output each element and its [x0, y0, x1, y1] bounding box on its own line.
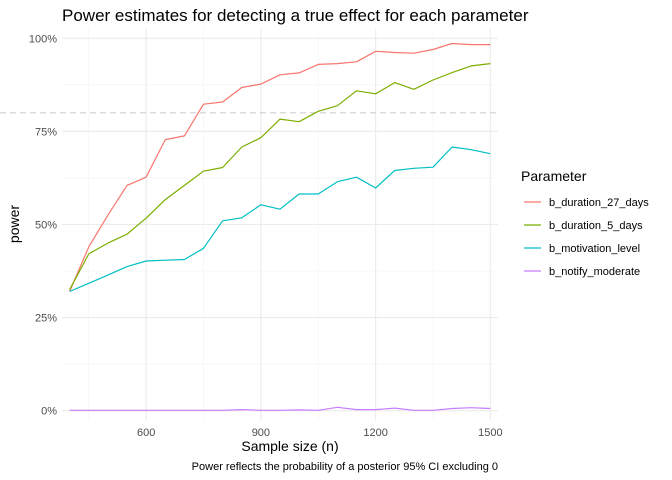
y-axis-ticks: 0% 25% 50% 75% 100%	[29, 33, 57, 417]
series-lines	[69, 42, 491, 411]
series-line-b_duration_27_days	[69, 42, 491, 292]
x-axis-title: Sample size (n)	[241, 438, 338, 454]
series-line-b_duration_5_days	[69, 63, 491, 290]
legend-title: Parameter	[521, 168, 587, 184]
x-tick-label: 1500	[478, 427, 502, 439]
legend-label-b_motivation_level: b_motivation_level	[549, 243, 640, 255]
x-axis-ticks: 600 900 1200 1500	[137, 427, 503, 439]
y-tick-label: 100%	[29, 33, 57, 45]
y-tick-label: 75%	[35, 126, 57, 138]
y-axis-title: power	[6, 205, 22, 243]
plot-grid	[62, 29, 498, 420]
legend: b_duration_27_days b_duration_5_days b_mot…	[524, 197, 649, 278]
y-tick-label: 25%	[35, 313, 57, 325]
legend-label-b_notify_moderate: b_notify_moderate	[549, 266, 640, 278]
y-tick-label: 50%	[35, 220, 57, 232]
series-line-b_notify_moderate	[69, 406, 491, 411]
chart-title: Power estimates for detecting a true eff…	[62, 6, 529, 25]
legend-label-b_duration_5_days: b_duration_5_days	[549, 220, 643, 232]
x-tick-label: 900	[252, 427, 270, 439]
legend-label-b_duration_27_days: b_duration_27_days	[549, 197, 649, 209]
chart-caption: Power reflects the probability of a post…	[192, 461, 498, 473]
x-tick-label: 600	[137, 427, 155, 439]
series-line-b_motivation_level	[69, 146, 491, 293]
y-tick-label: 0%	[41, 406, 57, 418]
x-tick-label: 1200	[363, 427, 387, 439]
